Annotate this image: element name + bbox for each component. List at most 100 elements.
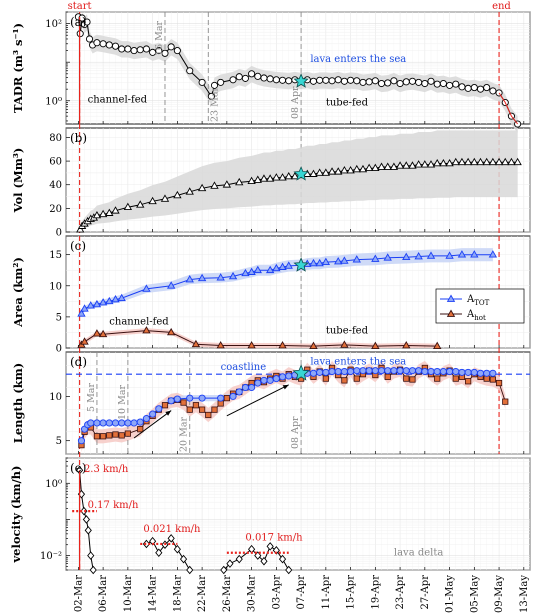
area-hot-point [278, 340, 287, 349]
tadr-point [217, 78, 225, 86]
volume-point [371, 163, 380, 172]
tadr-point [470, 84, 478, 92]
volume-point [309, 169, 318, 177]
y-tick-label: 80 [49, 133, 62, 144]
velocity-line-3 [223, 545, 290, 571]
velocity-point [142, 539, 151, 549]
tadr-point [198, 78, 206, 86]
y-tick-label: 5 [56, 436, 62, 447]
area-hot-point [142, 326, 151, 334]
length-red-point [124, 430, 131, 437]
length-blue-point [87, 419, 95, 427]
volume-point [433, 158, 442, 167]
length-blue-point [340, 367, 348, 376]
y-tick-label: 10² [45, 19, 62, 30]
volume-point [414, 160, 423, 168]
y-tick-label: 10⁻² [40, 551, 62, 562]
area-tot-point [197, 273, 207, 282]
tadr-point [309, 77, 318, 85]
volume-point [408, 161, 417, 169]
length-blue-point [229, 392, 237, 400]
volume-point [272, 173, 281, 181]
length-red-point [199, 406, 206, 413]
y-tick-label: 15 [49, 250, 62, 261]
tadr-point [415, 78, 423, 86]
x-tick-label: 26-Mar [222, 575, 233, 612]
panel-label-2: (b) [70, 131, 87, 145]
area-tot-point [383, 253, 392, 261]
date-label: 08 Apr [290, 416, 301, 449]
coastline-label: coastline [221, 362, 267, 373]
y-tick-label: 0 [56, 344, 62, 355]
velocity-point [220, 565, 228, 575]
area-tot-point [253, 265, 262, 274]
x-tick-label: 09-May [494, 575, 505, 613]
sea-entry-label: lava enters the sea [310, 356, 406, 367]
volume-point [185, 187, 194, 195]
area-tot-point [371, 254, 380, 262]
rate-label: 0.17 km/h [88, 500, 139, 511]
area-tot-point [426, 251, 436, 259]
y-axis-label-5: velocity (km/h) [9, 466, 23, 564]
x-tick-label: 19-Apr [370, 575, 381, 610]
area-tot-point [265, 265, 275, 274]
length-blue-point [254, 379, 262, 387]
length-blue-point [353, 367, 361, 375]
tadr-point [427, 77, 435, 85]
length-blue-point [365, 367, 373, 375]
velocity-point [173, 544, 181, 554]
volume-point [173, 190, 182, 199]
tube-fed-label: tube-fed [326, 326, 369, 337]
area-tot-point [167, 281, 176, 289]
tadr-point [278, 76, 287, 84]
velocity-point [266, 542, 274, 551]
volume-point [123, 202, 133, 211]
rate-label: 0.017 km/h [245, 533, 303, 544]
volume-point [488, 157, 498, 166]
length-blue-point [235, 388, 243, 396]
tadr-point [83, 18, 91, 26]
y-tick-label: 20 [49, 204, 62, 215]
length-blue-point [489, 369, 497, 377]
area-tot-point [340, 256, 349, 264]
area-hot-point [80, 337, 89, 345]
length-red-point [180, 399, 187, 406]
volume-point [476, 157, 485, 166]
length-blue-point [155, 405, 163, 413]
area-tot-point [77, 309, 86, 317]
area-tot-point [92, 299, 102, 308]
x-tick-label: 23-Apr [395, 575, 406, 610]
volume-point [253, 175, 262, 183]
tadr-point [458, 83, 466, 91]
panel-frame-5 [65, 457, 531, 571]
volume-point [290, 171, 300, 180]
tadr-point [76, 30, 84, 38]
velocity-point [186, 565, 194, 575]
length-red-point [502, 398, 509, 405]
area-tot-point [228, 271, 238, 280]
area-tot-point [352, 255, 361, 263]
x-tick-label: 10-Mar [123, 575, 134, 612]
length-red-point [465, 378, 472, 385]
length-red-point [409, 376, 416, 383]
volume-point [507, 157, 516, 166]
date-label: 23 Mar [209, 87, 220, 122]
length-blue-point [173, 395, 181, 403]
area-tot-point [445, 251, 454, 259]
area-hot-point [98, 329, 108, 338]
volume-point [247, 176, 256, 185]
volume-point [482, 157, 491, 166]
volume-point [136, 200, 145, 208]
date-label: 5 Mar [86, 383, 97, 412]
tadr-point [439, 79, 447, 88]
length-blue-point [452, 367, 460, 376]
tadr-point [353, 77, 361, 85]
length-blue-point [105, 419, 113, 427]
length-blue-point [439, 367, 447, 376]
area-tot-point [105, 296, 114, 305]
volume-point [445, 158, 454, 167]
length-blue-point [309, 369, 318, 377]
length-red-point [186, 406, 193, 413]
end-decline [498, 92, 519, 125]
